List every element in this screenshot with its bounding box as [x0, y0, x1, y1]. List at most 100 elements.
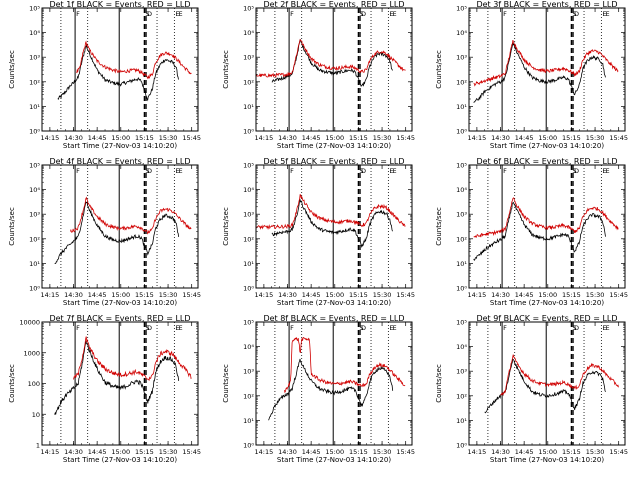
flag-label: E — [602, 167, 606, 175]
y-tick-label: 10⁰ — [243, 285, 254, 293]
series-events-line — [57, 44, 179, 102]
y-tick-label: 10⁴ — [456, 29, 467, 37]
y-tick-label: 10³ — [243, 54, 254, 62]
x-tick-label: 15:00 — [111, 291, 130, 299]
series-events-line — [268, 358, 394, 421]
flag-label: E — [179, 324, 183, 332]
flag-label: S — [145, 10, 149, 18]
x-tick-label: 14:15 — [468, 448, 487, 456]
x-tick-label: 14:45 — [302, 291, 321, 299]
series-lld-line — [70, 196, 192, 235]
x-axis-label: Start Time (27-Nov-03 14:10:20) — [490, 299, 604, 307]
flag-label: E — [606, 10, 610, 18]
y-tick-label: 10⁵ — [243, 162, 254, 170]
flag-label: S — [145, 324, 149, 332]
x-tick-label: 14:15 — [255, 448, 274, 456]
x-tick-label: 15:45 — [609, 448, 628, 456]
series-events-line — [473, 41, 606, 103]
x-axis-label: Start Time (27-Nov-03 14:10:20) — [63, 456, 177, 464]
x-tick-label: 14:45 — [88, 134, 107, 142]
flag-label: E — [393, 324, 397, 332]
x-tick-label: 14:15 — [41, 134, 60, 142]
x-tick-label: 14:45 — [515, 291, 534, 299]
flag-label: E — [606, 167, 610, 175]
plot-frame — [468, 321, 626, 446]
series-events-line — [271, 38, 393, 88]
x-axis-label: Start Time (27-Nov-03 14:10:20) — [63, 142, 177, 150]
series-events-line — [54, 201, 180, 264]
series-lld-line — [256, 38, 406, 78]
y-tick-label: 10⁵ — [456, 162, 467, 170]
flag-label: E — [389, 324, 393, 332]
x-tick-label: 15:00 — [111, 448, 130, 456]
x-tick-label: 14:30 — [278, 448, 297, 456]
flag-label: E — [602, 324, 606, 332]
x-tick-label: 15:45 — [396, 291, 415, 299]
x-tick-label: 14:30 — [278, 291, 297, 299]
y-axis-label: Counts/sec — [8, 364, 16, 403]
x-tick-label: 15:00 — [111, 134, 130, 142]
y-tick-label: 10¹ — [243, 103, 254, 111]
y-tick-label: 10⁵ — [456, 319, 467, 327]
x-axis-label: Start Time (27-Nov-03 14:10:20) — [490, 456, 604, 464]
x-tick-label: 15:15 — [562, 448, 581, 456]
x-tick-label: 15:00 — [538, 291, 557, 299]
y-tick-label: 10² — [456, 78, 467, 86]
flag-label: D — [147, 167, 152, 175]
x-tick-label: 15:45 — [396, 448, 415, 456]
x-tick-label: 14:45 — [302, 134, 321, 142]
y-tick-label: 10⁰ — [243, 442, 254, 450]
panel-title: Det 6f BLACK = Events, RED = LLD — [476, 157, 617, 166]
y-tick-label: 10¹ — [456, 103, 467, 111]
x-axis-label: Start Time (27-Nov-03 14:10:20) — [277, 142, 391, 150]
x-tick-label: 14:45 — [88, 448, 107, 456]
y-tick-label: 10⁵ — [243, 5, 254, 13]
x-tick-label: 14:45 — [88, 291, 107, 299]
y-tick-label: 10⁵ — [456, 5, 467, 13]
series-events-line — [473, 201, 606, 261]
flag-label: S — [359, 167, 363, 175]
y-tick-label: 10² — [29, 78, 40, 86]
x-tick-label: 15:15 — [135, 291, 154, 299]
x-tick-label: 15:30 — [373, 134, 392, 142]
y-tick-label: 10³ — [29, 54, 40, 62]
x-tick-label: 15:00 — [538, 134, 557, 142]
flag-label: D — [574, 167, 579, 175]
y-tick-label: 10⁰ — [29, 128, 40, 136]
series-lld-line — [255, 194, 406, 231]
y-tick-label: 10⁰ — [29, 285, 40, 293]
flag-label: E — [179, 10, 183, 18]
x-tick-label: 15:15 — [349, 448, 368, 456]
plot-frame — [255, 7, 413, 132]
x-tick-label: 15:00 — [538, 448, 557, 456]
x-tick-label: 15:30 — [586, 448, 605, 456]
y-tick-label: 10¹ — [29, 103, 40, 111]
y-axis-label: Counts/sec — [435, 207, 443, 246]
y-tick-label: 10⁰ — [456, 442, 467, 450]
x-tick-label: 14:15 — [41, 291, 60, 299]
panel-title: Det 1f BLACK = Events, RED = LLD — [49, 0, 190, 9]
x-tick-label: 15:30 — [373, 291, 392, 299]
flag-label: D — [574, 10, 579, 18]
y-tick-label: 10³ — [29, 211, 40, 219]
x-tick-label: 15:15 — [349, 291, 368, 299]
flag-label: E — [389, 10, 393, 18]
y-tick-label: 10⁴ — [243, 29, 254, 37]
x-tick-label: 14:30 — [491, 134, 510, 142]
x-tick-label: 15:15 — [349, 134, 368, 142]
series-events-line — [271, 199, 393, 248]
x-tick-label: 14:45 — [515, 448, 534, 456]
flag-label: E — [175, 324, 179, 332]
flag-label: S — [359, 10, 363, 18]
plot-frame — [468, 164, 626, 289]
y-tick-label: 10⁴ — [29, 186, 40, 194]
x-tick-label: 15:15 — [135, 448, 154, 456]
plot-frame — [255, 164, 413, 289]
flag-label: S — [359, 324, 363, 332]
y-tick-label: 10¹ — [456, 417, 467, 425]
